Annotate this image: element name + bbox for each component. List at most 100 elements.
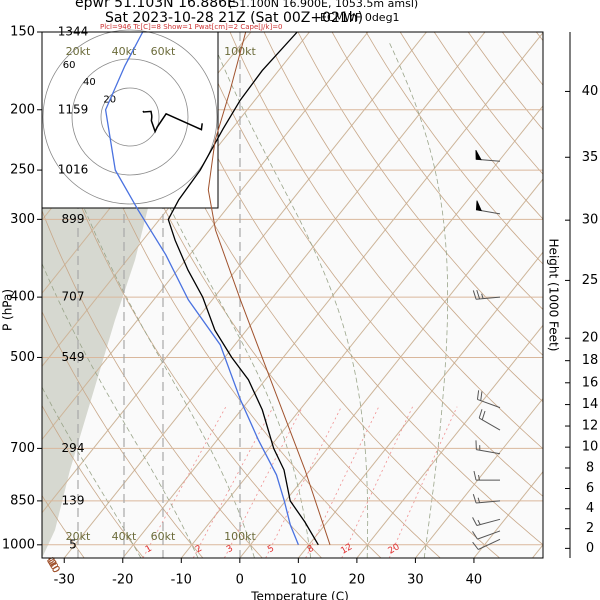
- profile-line: [104, 31, 300, 546]
- wind-barb: [472, 494, 501, 504]
- barb-staff: [472, 530, 501, 540]
- x-tick-label: 20: [349, 573, 366, 588]
- y-tick-label: 150: [10, 25, 35, 40]
- moist-adiabat: [388, 40, 449, 558]
- x-tick-label: -30: [54, 573, 75, 588]
- wind-scale-label: 100kt: [224, 530, 256, 543]
- wind-scale-label: 40kt: [112, 45, 137, 58]
- y2-tick-label: 40: [582, 84, 599, 99]
- wind-barb: [475, 200, 501, 215]
- y2-tick-label: 30: [582, 213, 599, 228]
- isotherm: [180, 105, 543, 558]
- hodograph-ring: [71, 58, 189, 176]
- y-tick-label: 200: [10, 102, 35, 117]
- y2-tick-label: 20: [582, 331, 599, 346]
- y2-tick-label: 16: [582, 375, 599, 390]
- y-tick-label: 250: [10, 163, 35, 178]
- dry-adiabat: [535, 32, 543, 42]
- plot-frame: [41, 31, 544, 559]
- y-tick-label: 1000: [2, 537, 35, 552]
- height-label: 707: [62, 290, 85, 304]
- barb-staff: [475, 440, 501, 455]
- x-tick-label: -10: [171, 573, 192, 588]
- mixing-ratio-line: [341, 406, 413, 558]
- dry-adiabat: [42, 310, 204, 558]
- y-tick-label: 850: [10, 493, 35, 508]
- height-label: 1016: [58, 163, 89, 177]
- y2-tick-label: 4: [586, 501, 594, 516]
- wind-scale-label: 20kt: [66, 530, 91, 543]
- hodograph-ring-label: 60: [63, 60, 76, 71]
- mixing-ratio-line: [388, 406, 458, 558]
- wind-scale-label: 60kt: [151, 530, 176, 543]
- y-tick-label: 400: [10, 290, 35, 305]
- isotherm: [42, 32, 369, 441]
- wind-barb: [472, 530, 501, 540]
- barb-staff: [472, 517, 501, 527]
- height-label: 899: [62, 212, 85, 226]
- mixing-ratio-label: 5: [266, 544, 276, 556]
- hodograph-ring: [42, 29, 218, 205]
- model-name: ECMWF 0deg1: [320, 11, 400, 24]
- dry-adiabat: [570, 32, 600, 558]
- height-label: 1159: [58, 102, 89, 116]
- mixing-ratio-label: 2: [194, 544, 204, 556]
- x-tick-label: -20: [112, 573, 133, 588]
- barb-staff: [478, 409, 501, 431]
- dry-adiabat: [42, 404, 144, 558]
- dry-adiabat-label: 0: [44, 556, 57, 567]
- wind-scale-label: 40kt: [112, 530, 137, 543]
- moist-adiabat: [42, 84, 255, 558]
- y2-tick-label: 25: [582, 273, 599, 288]
- y2-tick-label: 2: [586, 521, 594, 536]
- height-label: 294: [62, 441, 85, 455]
- wind-barb: [478, 409, 501, 431]
- profile-line: [207, 31, 331, 545]
- x-tick-label: 30: [407, 573, 424, 588]
- barb-flag: [475, 149, 482, 161]
- wind-scale-label: 20kt: [66, 45, 91, 58]
- y2-tick-label: 10: [582, 440, 599, 455]
- isotherm: [42, 32, 310, 368]
- isotherm: [415, 397, 543, 558]
- indices: Plcl=946 Tc[C]=8 Show=1 Pwat[cm]=2 Cape[…: [100, 23, 283, 31]
- y2-axis-label: Height (1000 Feet): [547, 239, 561, 352]
- height-label: 139: [62, 493, 85, 507]
- y2-tick-label: 14: [582, 397, 599, 412]
- hodograph-ring: [100, 87, 160, 147]
- wind-barb: [472, 289, 501, 300]
- y-axis-label: P (hPa): [1, 289, 15, 331]
- moist-adiabat: [103, 40, 312, 558]
- x-tick-label: 40: [466, 573, 483, 588]
- height-label: 549: [62, 350, 85, 364]
- y2-tick-label: 6: [586, 481, 594, 496]
- wind-barb: [476, 390, 501, 409]
- barb-staff: [473, 470, 500, 481]
- x-tick-label: 0: [236, 573, 244, 588]
- y-tick-label: 500: [10, 350, 35, 365]
- barb-staff: [472, 289, 501, 300]
- mixing-ratio-label: 8: [306, 544, 316, 556]
- wind-scale-label: 60kt: [151, 45, 176, 58]
- moist-adiabat: [212, 40, 369, 558]
- isotherm: [297, 251, 543, 558]
- hodograph-line: [142, 110, 203, 134]
- y2-tick-label: 0: [586, 541, 594, 556]
- wind-barb: [473, 470, 500, 481]
- chart-title: epwr 51.103N 16.886E: [75, 0, 236, 11]
- mixing-ratio-label: 12: [339, 542, 354, 556]
- isotherm: [239, 178, 543, 558]
- chart-subtitle: Sat 2023-10-28 21Z (Sat 00Z+021h): [105, 10, 363, 26]
- location-note: (51.100N 16.900E, 1053.5m amsl): [228, 0, 418, 10]
- wind-barb: [472, 517, 501, 527]
- y2-tick-label: 12: [582, 419, 599, 434]
- hodograph-box: [41, 31, 219, 209]
- wind-barb: [475, 149, 501, 162]
- y-tick-label: 300: [10, 212, 35, 227]
- barb-staff: [476, 390, 501, 409]
- y2-tick-label: 8: [586, 460, 594, 475]
- dry-adiabat: [42, 494, 85, 558]
- moist-adiabat: [42, 386, 142, 558]
